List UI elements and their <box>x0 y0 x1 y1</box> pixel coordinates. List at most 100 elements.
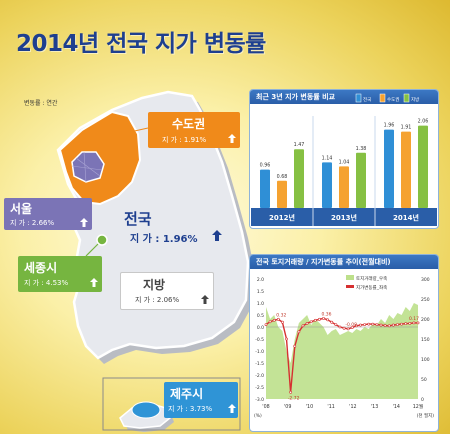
local-label-box: 지방 지 가 : 2.06% <box>120 272 214 310</box>
rate-point <box>268 320 272 324</box>
y-left-tick: -2.5 <box>255 385 264 391</box>
bar <box>294 149 304 208</box>
rate-annotation: 0.32 <box>276 312 286 318</box>
local-name: 지방 <box>143 278 166 292</box>
bar-data-label: 1.47 <box>294 142 305 148</box>
rate-point <box>383 324 387 327</box>
sejong-marker <box>96 234 108 246</box>
rate-annotation: -0.08 <box>345 322 357 328</box>
bar-data-label: 1.04 <box>339 159 350 165</box>
bar-data-label: 1.38 <box>356 146 367 152</box>
rate-point <box>379 323 383 327</box>
national-name: 전국 <box>124 210 152 228</box>
seoul-label-box: 서울 지 가 : 2.66% <box>4 198 92 230</box>
rate-point <box>309 320 313 324</box>
rate-point <box>342 326 346 330</box>
y-right-tick: 250 <box>421 297 430 303</box>
rate-point <box>391 323 395 327</box>
rate-point <box>305 322 309 325</box>
y-right-tick: 150 <box>421 337 430 343</box>
legend-swatch <box>346 285 354 288</box>
bar-data-label: 2.06 <box>418 119 429 125</box>
bar-chart-panel: 최근 3년 지가 변동률 비교 전국 수도권 지방 2012년 0.96 0.68 1.47… <box>249 89 439 229</box>
rate-point <box>297 330 301 334</box>
legend-swatch <box>403 93 410 103</box>
bar <box>356 152 366 208</box>
y-left-tick: 0.0 <box>257 325 264 331</box>
x-unit: (천 필지) <box>417 412 435 419</box>
bar <box>418 125 428 208</box>
metro-name: 수도권 <box>172 117 206 131</box>
bar-chart-header: 최근 3년 지가 변동률 비교 <box>250 90 438 104</box>
metro-value: 지 가 : 1.91% <box>162 136 207 144</box>
rate-point <box>416 321 420 325</box>
legend-label: 지가변동률_좌축 <box>356 284 387 291</box>
legend-swatch <box>346 275 354 280</box>
rate-point <box>322 316 325 320</box>
rate-point <box>412 321 416 325</box>
bar <box>339 166 349 208</box>
page-title: 2014년 전국 지가 변동률 <box>16 31 266 57</box>
rate-point <box>359 323 362 327</box>
category-band <box>251 208 437 226</box>
y-left-tick: -3.0 <box>255 397 264 403</box>
unit-note: 변동률 : 연간 <box>24 100 58 107</box>
x-tick: '10 <box>306 404 313 410</box>
rate-point <box>363 323 366 327</box>
x-tick: 12월 <box>413 403 424 410</box>
jeju-inset-frame <box>102 377 241 431</box>
up-arrow-icon <box>212 230 222 241</box>
y-left-tick: 2.0 <box>257 277 264 283</box>
x-tick: '14 <box>393 404 400 410</box>
rate-point <box>318 317 321 321</box>
y-left-tick: -2.0 <box>255 373 264 379</box>
bar <box>277 180 287 208</box>
y-right-tick: 0 <box>421 397 424 403</box>
y-right-tick: 100 <box>421 357 430 363</box>
legend-swatch <box>379 93 386 103</box>
rate-point <box>350 326 354 329</box>
volume-area <box>266 303 418 399</box>
rate-point <box>404 322 408 326</box>
jeju-city-shape <box>131 401 161 419</box>
rate-point <box>371 322 375 326</box>
category-label: 2014년 <box>393 213 419 222</box>
seoul-name: 서울 <box>10 202 33 216</box>
jeju-name: 제주시 <box>170 387 204 401</box>
rate-point <box>293 344 297 348</box>
bar <box>322 162 332 208</box>
bar-data-label: 1.14 <box>322 155 333 161</box>
up-arrow-icon <box>228 404 236 413</box>
y-left-tick: 1.0 <box>257 301 264 307</box>
rate-point <box>276 317 280 321</box>
rate-point <box>354 324 358 328</box>
up-arrow-icon <box>201 295 209 304</box>
line-chart-panel: 전국 토지거래량 / 지가변동률 추이(전월대비) 토지거래량_우축 지가변동률_… <box>249 254 439 432</box>
bar-chart-title: 최근 3년 지가 변동률 비교 <box>256 93 336 101</box>
y-left-tick: -0.5 <box>255 337 264 343</box>
rate-point <box>285 337 288 341</box>
x-tick: '13 <box>371 404 378 410</box>
up-arrow-icon <box>228 134 236 143</box>
jeju-label-box: 제주시 지 가 : 3.73% <box>164 382 238 418</box>
y-right-tick: 200 <box>421 317 430 323</box>
x-tick: '11 <box>327 404 334 410</box>
rate-point <box>326 318 330 322</box>
bar <box>384 129 394 208</box>
y-left-tick: -1.0 <box>255 349 264 355</box>
up-arrow-icon <box>80 218 88 227</box>
rate-point <box>334 323 338 327</box>
legend-label: 수도권 <box>387 96 399 103</box>
seoul-value: 지 가 : 2.66% <box>10 219 55 227</box>
y-right-tick: 300 <box>421 277 430 283</box>
rate-annotation: 0.17 <box>409 316 419 322</box>
bar-data-label: 0.68 <box>277 174 288 180</box>
legend-label: 지방 <box>411 96 419 103</box>
y-left-tick: 0.5 <box>257 313 264 319</box>
rate-point <box>301 324 305 328</box>
legend-swatch <box>355 93 362 103</box>
sejong-name: 세종시 <box>24 261 58 275</box>
y-left-tick: 1.5 <box>257 289 264 295</box>
bar <box>260 169 270 208</box>
